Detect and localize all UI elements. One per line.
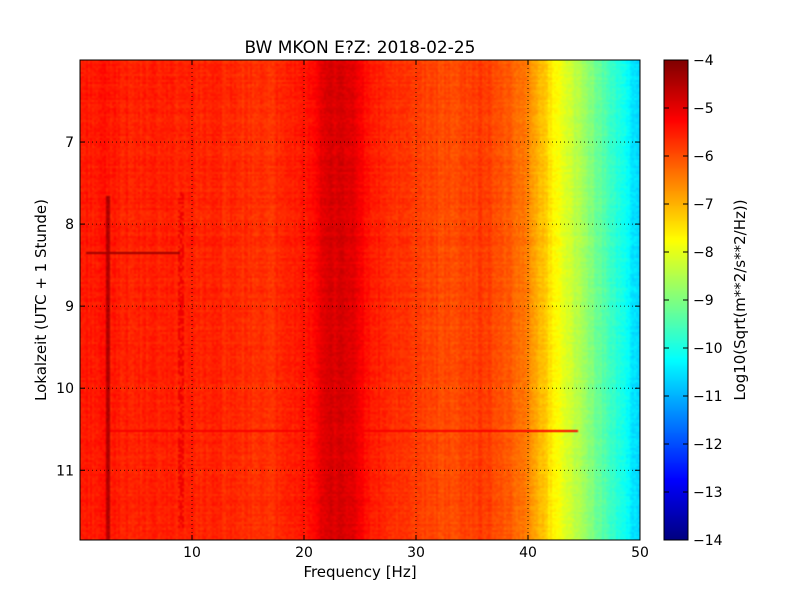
y-tick-label: 10 [56,381,74,397]
colorbar-tick-label: −14 [693,533,723,549]
colorbar-ticks: −4 −5 −6 −7 −8 −9 −10 −11 −12 −13 −14 [664,53,723,549]
colorbar-tick-label: −11 [693,389,723,405]
x-axis-ticks: 10 20 30 40 50 [183,60,649,561]
grid-lines [80,60,640,540]
y-tick-label: 11 [56,463,74,479]
y-tick-label: 9 [65,299,74,315]
colorbar-tick-label: −13 [693,485,723,501]
y-tick-label: 8 [65,217,74,233]
y-axis-label: Lokalzeit (UTC + 1 Stunde) [32,199,50,401]
x-tick-label: 40 [519,545,537,561]
colorbar-tick-label: −10 [693,341,723,357]
x-tick-label: 10 [183,545,201,561]
colorbar-label: Log10(Sqrt(m**2/s**2/Hz)) [731,199,749,400]
y-axis-ticks: 7 8 9 10 11 [56,135,640,479]
x-axis-label: Frequency [Hz] [303,563,416,581]
colorbar-tick-label: −6 [693,149,714,165]
colorbar-tick-label: −5 [693,101,714,117]
y-tick-label: 7 [65,135,74,151]
colorbar-tick-label: −4 [693,53,714,69]
colorbar-tick-label: −9 [693,293,714,309]
x-tick-label: 30 [407,545,425,561]
chart-title: BW MKON E?Z: 2018-02-25 [245,38,476,58]
plot-frame [79,59,641,541]
colorbar-tick-label: −8 [693,245,714,261]
colorbar-tick-label: −12 [693,437,723,453]
colorbar-tick-label: −7 [693,197,714,213]
x-tick-label: 50 [631,545,649,561]
spectrogram-heatmap [80,60,640,540]
x-tick-label: 20 [295,545,313,561]
